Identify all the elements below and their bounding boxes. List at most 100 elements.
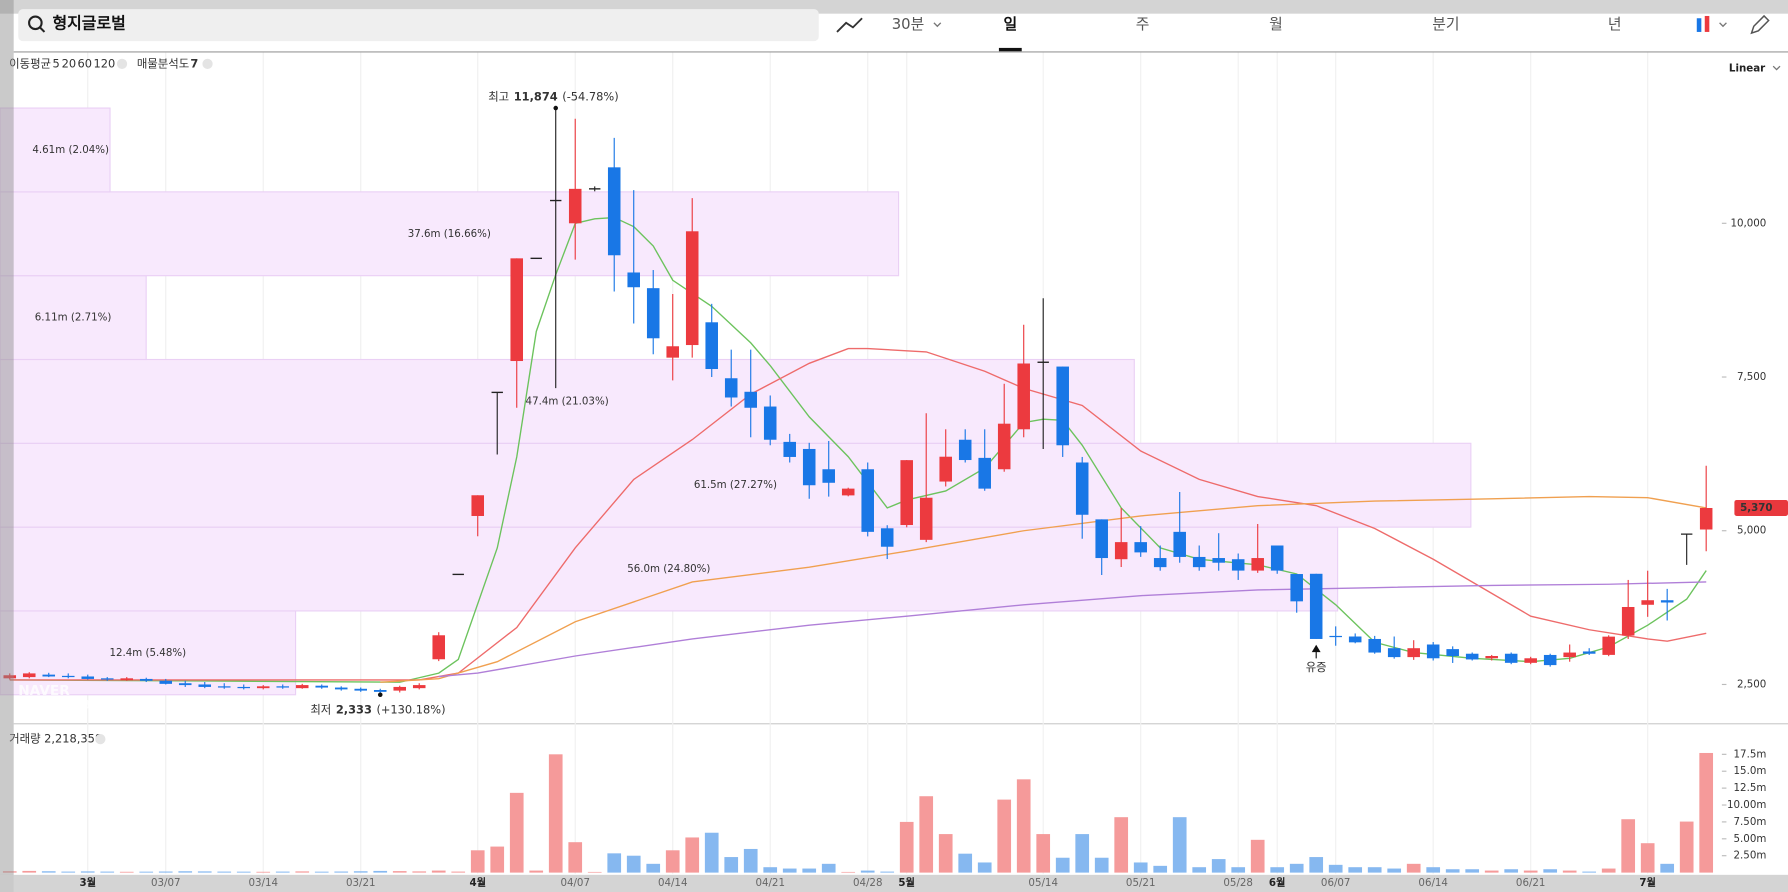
- volume-bar: [1504, 869, 1519, 873]
- event-arrow: [1311, 644, 1321, 659]
- period-tab[interactable]: 일: [1003, 16, 1017, 33]
- candle-body: [900, 460, 913, 526]
- y-tick-label: 7,500: [1737, 371, 1766, 383]
- volume-bar: [1621, 819, 1636, 873]
- volume-bar: [178, 871, 193, 873]
- candle-body: [1329, 635, 1342, 638]
- draw-icon[interactable]: [1750, 14, 1770, 35]
- volume-bar: [392, 871, 407, 873]
- x-tick-label: 06/21: [1516, 877, 1546, 889]
- candle-body: [198, 684, 212, 687]
- candle-body: [178, 683, 192, 686]
- profile-bar: [0, 107, 111, 193]
- candle-body: [61, 675, 75, 678]
- period-tab[interactable]: 분기: [1432, 16, 1459, 33]
- candle-body: [1485, 656, 1498, 659]
- legend-entry: 120: [94, 56, 116, 70]
- candle-body: [1348, 636, 1362, 643]
- candle-body: [685, 231, 699, 346]
- volume-bar: [841, 871, 856, 873]
- candle-body: [861, 469, 874, 532]
- volume-bar: [919, 796, 934, 873]
- volume-bar: [100, 871, 115, 873]
- chevron: [933, 22, 942, 28]
- scale-select[interactable]: Linear: [1729, 62, 1766, 74]
- candle-body: [256, 686, 270, 689]
- volume-bars: [2, 752, 1714, 873]
- candle-body: [1660, 600, 1674, 603]
- x-tick-label: 04/14: [658, 877, 688, 889]
- volume-bar: [61, 871, 76, 873]
- legend-entry: 5: [52, 56, 59, 70]
- extreme-label: 최고 11,874 (-54.78%): [488, 89, 618, 103]
- candle-body: [334, 687, 348, 690]
- volume-bar: [22, 870, 37, 873]
- volume-bar: [821, 863, 836, 873]
- volume-bar: [977, 862, 992, 873]
- last-price-tag: [1734, 500, 1788, 516]
- profile-label: 61.5m (27.27%): [694, 479, 777, 491]
- volume-bar: [275, 871, 290, 873]
- candle-body: [237, 686, 251, 689]
- volume-bar: [1075, 834, 1090, 873]
- close-button[interactable]: [116, 58, 128, 70]
- volume-bar: [80, 871, 95, 873]
- volume-bar: [236, 871, 251, 873]
- search-query[interactable]: 형지글로벌: [52, 13, 125, 32]
- period-tab[interactable]: 주: [1136, 16, 1150, 33]
- volume-bar: [412, 871, 427, 873]
- candle-body: [958, 439, 972, 461]
- candle-body: [1641, 600, 1654, 605]
- volume-bar: [139, 871, 154, 873]
- period-tabs: 일 주 월 분기 년: [998, 16, 1622, 52]
- volume-bar: [1387, 868, 1402, 873]
- profile-legend: 매물분석도: [137, 56, 189, 70]
- event-label: 유증: [1306, 660, 1327, 674]
- candles: [3, 108, 1713, 695]
- candle-body: [217, 686, 231, 688]
- period-tab[interactable]: 월: [1269, 16, 1283, 33]
- candle-body: [607, 167, 621, 256]
- candle-body: [3, 675, 17, 679]
- annotations: 최고 11,874 (-54.78%) 최저 2,333 (+130.18%) 유증: [310, 89, 1326, 716]
- candle-body: [919, 497, 933, 540]
- candle-body: [783, 441, 796, 457]
- close-button[interactable]: [95, 734, 106, 745]
- volume-bar: [763, 867, 778, 873]
- extreme-prefix: 최저: [310, 702, 331, 716]
- candle-body: [627, 272, 640, 288]
- volume-bar: [1640, 843, 1655, 873]
- ma-line: [380, 495, 1707, 683]
- search-box[interactable]: [18, 9, 819, 42]
- volume-bar: [1406, 863, 1421, 873]
- chart-type-icon[interactable]: [1696, 15, 1727, 32]
- interval-select[interactable]: 30분: [892, 16, 924, 33]
- candle-body: [276, 686, 290, 688]
- ma-legend-title: 이동평균: [9, 56, 51, 70]
- x-axis: 3월 03/07 03/14 03/21 4월 04/07 04/14 04/21 04/28 5…: [79, 876, 1655, 889]
- volume-bar: [626, 855, 641, 873]
- candle-body: [1134, 542, 1147, 553]
- candle-body: [1212, 558, 1225, 563]
- candle-body: [1504, 653, 1518, 663]
- volume-bar: [1250, 839, 1265, 873]
- indicator-icon[interactable]: [836, 17, 863, 33]
- volume-bar: [1426, 867, 1441, 873]
- volume-bar: [880, 871, 895, 873]
- x-tick-label: 05/21: [1126, 877, 1156, 889]
- extreme-prefix: 최고: [488, 89, 509, 103]
- volume-bar: [158, 871, 173, 873]
- candle-body: [1446, 649, 1459, 657]
- ma-legend: 5 20 60 120: [52, 56, 115, 70]
- volume-bar: [1328, 864, 1343, 873]
- volume-bar: [314, 871, 329, 873]
- period-tab[interactable]: 년: [1608, 16, 1622, 33]
- volume-bar: [1484, 870, 1499, 873]
- volume-bar: [1114, 817, 1129, 873]
- chevron: [1719, 22, 1727, 28]
- candle-body: [1017, 363, 1030, 430]
- volume-bar: [1153, 865, 1168, 873]
- profile-label: 12.4m (5.48%): [109, 647, 186, 659]
- volume-bar: [1309, 857, 1324, 873]
- close-button[interactable]: [202, 58, 213, 70]
